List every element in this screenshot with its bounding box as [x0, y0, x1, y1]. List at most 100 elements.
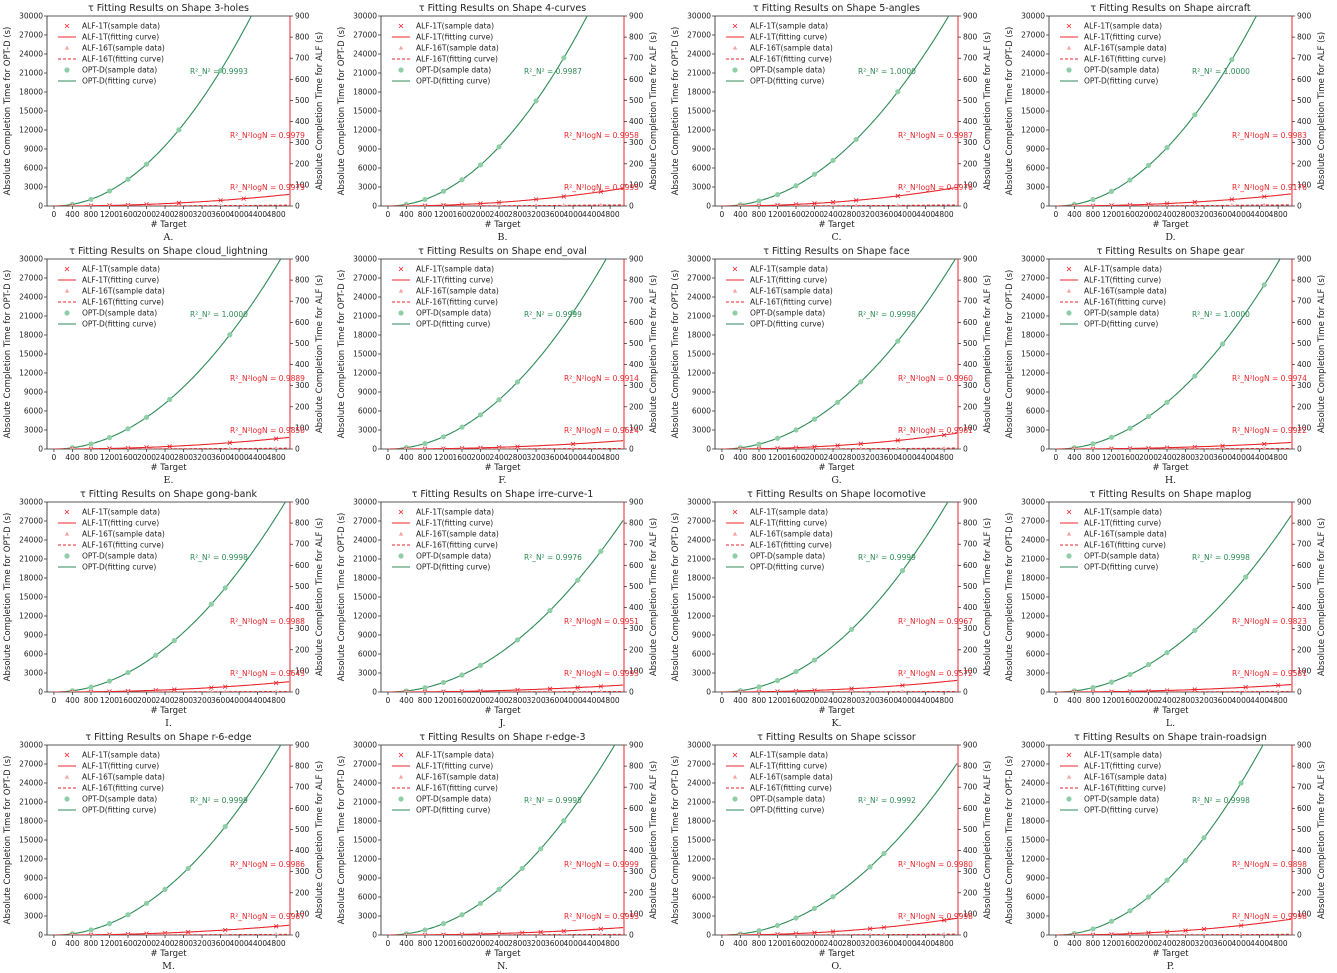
optd-point	[1192, 112, 1198, 118]
optd-point	[1108, 434, 1115, 440]
left-tick-label: 15000	[353, 836, 377, 845]
legend-label: OPT-D(fitting curve)	[1084, 563, 1158, 572]
optd-point	[1261, 282, 1267, 288]
alf1-point	[222, 684, 228, 690]
left-tick-label: 18000	[353, 574, 377, 583]
left-tick-label: 21000	[19, 312, 43, 321]
chart-svg: τ Fitting Results on Shape 5-angles 0 400 8…	[671, 3, 993, 243]
optd-point	[1127, 177, 1133, 183]
r2-alf1: R²_N²logN = 0.9967	[898, 617, 973, 626]
optd-point	[570, 309, 576, 315]
alf1-point	[830, 929, 836, 934]
optd-point	[519, 865, 525, 872]
left-tick-label: 12000	[687, 612, 711, 621]
x-axis-label: # Target	[1152, 463, 1189, 473]
legend-label: ALF-1T(fitting curve)	[416, 519, 493, 528]
left-tick-label: 27000	[19, 274, 43, 283]
optd-point	[598, 548, 604, 554]
alf16-point	[168, 446, 172, 449]
legend-label: ALF-16T(fitting curve)	[750, 55, 832, 64]
optd-point	[774, 677, 781, 684]
left-tick-label: 6000	[1026, 164, 1045, 173]
x-tick-label: 3200	[527, 210, 546, 219]
left-tick-label: 6000	[1026, 650, 1045, 659]
right-tick-label: 300	[295, 867, 310, 876]
optd-point	[533, 98, 539, 104]
left-tick-label: 9000	[1026, 874, 1045, 883]
optd-point	[811, 416, 818, 422]
optd-point	[459, 672, 465, 678]
x-tick-label: 2400	[1157, 210, 1176, 219]
alf16-point	[1091, 932, 1095, 935]
alf1-point	[941, 432, 947, 438]
x-tick-label: 400	[1067, 453, 1082, 462]
optd-point	[422, 685, 428, 691]
alf1-point	[895, 438, 901, 443]
left-tick-label: 3000	[692, 912, 711, 921]
alf16-fit-line	[1055, 933, 1292, 935]
left-tick-label: 6000	[24, 650, 43, 659]
right-tick-label: 100	[1297, 180, 1312, 189]
left-tick-label: 24000	[353, 293, 377, 302]
legend-label: ALF-1T(fitting curve)	[82, 519, 159, 528]
x-axis-label: # Target	[150, 220, 187, 230]
chart-title: τ Fitting Results on Shape r-edge-3	[419, 732, 585, 743]
right-tick-label: 900	[295, 255, 310, 264]
alf16-point	[794, 689, 798, 692]
x-axis-label: # Target	[150, 949, 187, 959]
left-tick-label: 12000	[19, 369, 43, 378]
r2-alf1: R²_N²logN = 0.9951	[564, 617, 639, 626]
x-tick-label: 1200	[768, 696, 787, 705]
alf1-point	[830, 199, 836, 205]
legend-label: OPT-D(fitting curve)	[82, 563, 156, 572]
right-tick-label: 200	[295, 888, 310, 897]
optd-point	[106, 435, 113, 441]
optd-point	[1238, 780, 1244, 786]
left-tick-label: 9000	[692, 874, 711, 883]
right-tick-label: 900	[629, 741, 644, 750]
alf16-point	[442, 689, 445, 692]
alf16-point	[219, 203, 223, 206]
alf1-point	[496, 200, 502, 205]
x-tick-label: 4800	[935, 453, 954, 462]
alf16-point	[274, 689, 278, 692]
x-tick-label: 2800	[174, 453, 193, 462]
left-tick-label: 30000	[1021, 12, 1045, 21]
x-tick-label: 4000	[564, 210, 583, 219]
x-tick-label: 2000	[137, 696, 156, 705]
right-tick-label: 900	[963, 255, 978, 264]
right-tick-label: 200	[963, 159, 978, 168]
x-axis-label: # Target	[484, 463, 521, 473]
optd-point	[125, 426, 131, 432]
left-tick-label: 30000	[19, 255, 43, 264]
alf1-point	[867, 926, 873, 932]
alf1-point	[273, 436, 279, 441]
legend-label: ALF-16T(sample data)	[750, 773, 833, 782]
legend-label: ALF-1T(fitting curve)	[750, 33, 827, 42]
left-tick-label: 6000	[358, 164, 377, 173]
left-tick-label: 18000	[19, 574, 43, 583]
left-tick-label: 3000	[24, 669, 43, 678]
right-tick-label: 900	[1297, 255, 1312, 264]
left-tick-label: 3000	[692, 669, 711, 678]
legend-label: ALF-16T(fitting curve)	[1084, 541, 1166, 550]
alf16-point	[942, 445, 946, 449]
legend-marker	[1066, 509, 1072, 515]
optd-point	[1108, 188, 1115, 195]
legend-marker	[1066, 23, 1072, 29]
x-tick-label: 1600	[118, 453, 137, 462]
legend-label: OPT-D(sample data)	[82, 66, 157, 75]
optd-point	[496, 144, 502, 150]
alf16-point	[108, 932, 111, 935]
left-tick-label: 27000	[19, 31, 43, 40]
alf16-point	[896, 203, 900, 206]
legend-label: ALF-1T(sample data)	[82, 508, 160, 517]
x-tick-label: 2000	[137, 210, 156, 219]
left-tick-label: 12000	[19, 126, 43, 135]
plot-area	[53, 502, 290, 692]
alf16-fit-line	[387, 204, 624, 206]
alf16-point	[89, 446, 93, 449]
left-tick-label: 0	[372, 202, 377, 211]
